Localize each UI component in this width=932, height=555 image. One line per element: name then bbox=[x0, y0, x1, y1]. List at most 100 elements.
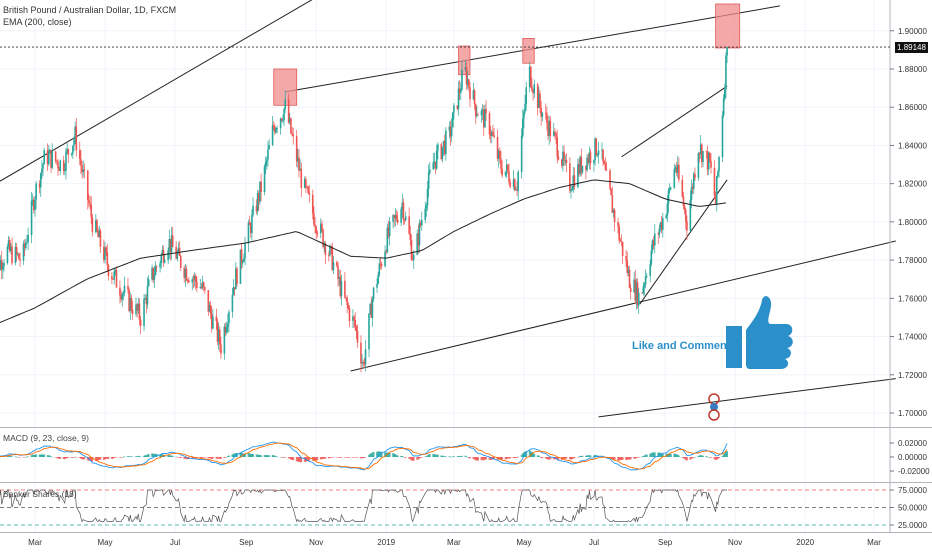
x-tick-label: May bbox=[516, 538, 531, 547]
candle-body bbox=[381, 264, 383, 266]
candle-body bbox=[155, 266, 157, 275]
candle-body bbox=[725, 56, 727, 90]
macd-histogram-bar bbox=[276, 457, 278, 458]
resistance-highlight-box[interactable] bbox=[523, 38, 534, 63]
candle-body bbox=[475, 104, 477, 116]
candle-body bbox=[105, 248, 107, 253]
candle-body bbox=[348, 305, 350, 308]
y-tick-label: 1.70000 bbox=[898, 409, 927, 418]
candle-body bbox=[670, 188, 672, 189]
candle-body bbox=[397, 220, 399, 223]
candle-body bbox=[314, 225, 316, 227]
candle-body bbox=[360, 343, 362, 364]
candle-body bbox=[252, 206, 254, 215]
macd-line[interactable] bbox=[0, 442, 727, 470]
candle-body bbox=[554, 131, 556, 133]
candle-body bbox=[442, 147, 444, 159]
macd-histogram-bar bbox=[397, 456, 399, 457]
y-tick-label: 1.80000 bbox=[898, 218, 927, 227]
candle-body bbox=[426, 205, 428, 208]
candle-body bbox=[64, 171, 66, 172]
macd-histogram-bar bbox=[686, 457, 688, 461]
candle-body bbox=[410, 234, 412, 240]
candle-body bbox=[159, 263, 161, 267]
candle-body bbox=[154, 275, 156, 280]
macd-histogram-bar bbox=[284, 457, 286, 458]
candle-body bbox=[477, 115, 479, 116]
macd-histogram-bar bbox=[706, 456, 708, 457]
candle-body bbox=[474, 90, 476, 104]
candle-body bbox=[281, 119, 283, 121]
candle-body bbox=[63, 160, 65, 170]
candle-body bbox=[582, 166, 584, 173]
candle-body bbox=[684, 206, 686, 210]
candle-body bbox=[276, 128, 278, 129]
candle-body bbox=[645, 276, 647, 284]
macd-signal-line[interactable] bbox=[0, 443, 727, 469]
y-tick-label: 1.88000 bbox=[898, 65, 927, 74]
macd-histogram-bar bbox=[405, 457, 407, 458]
trendline[interactable] bbox=[599, 379, 896, 417]
ema-200-line[interactable] bbox=[0, 180, 726, 327]
candle-body bbox=[597, 155, 599, 156]
x-tick-label: Mar bbox=[28, 538, 42, 547]
candle-body bbox=[485, 109, 487, 113]
candle-body bbox=[341, 281, 343, 296]
candle-body bbox=[686, 221, 688, 231]
candle-body bbox=[662, 218, 664, 230]
macd-histogram-bar bbox=[590, 455, 592, 457]
candle-body bbox=[710, 161, 712, 168]
candle-body bbox=[673, 169, 675, 187]
candle-body bbox=[603, 161, 605, 163]
candle-body bbox=[40, 173, 42, 187]
candle-body bbox=[702, 151, 704, 162]
candle-body bbox=[678, 165, 680, 180]
candle-body bbox=[570, 191, 572, 192]
resistance-highlight-box[interactable] bbox=[716, 4, 740, 48]
y-tick-label: 1.82000 bbox=[898, 180, 927, 189]
candle-body bbox=[500, 159, 502, 169]
candle-body bbox=[123, 293, 125, 294]
banker-shares-line[interactable] bbox=[0, 490, 727, 522]
macd-histogram-bar bbox=[622, 457, 624, 460]
candle-body bbox=[113, 272, 115, 280]
candle-body bbox=[357, 331, 359, 343]
candle-body bbox=[19, 259, 21, 261]
macd-histogram-bar bbox=[429, 454, 431, 457]
candle-body bbox=[89, 203, 91, 204]
candle-body bbox=[186, 269, 188, 280]
candle-body bbox=[501, 169, 503, 176]
x-tick-label: Mar bbox=[867, 538, 881, 547]
candle-body bbox=[445, 131, 447, 154]
candle-body bbox=[389, 222, 391, 236]
candle-body bbox=[654, 234, 656, 246]
candle-body bbox=[112, 279, 114, 280]
macd-histogram-bar bbox=[541, 457, 543, 458]
candle-body bbox=[569, 163, 571, 190]
candle-body bbox=[265, 162, 267, 166]
banker-y-tick-label: 75.0000 bbox=[898, 486, 927, 495]
candle-body bbox=[116, 270, 118, 287]
macd-histogram-bar bbox=[646, 454, 648, 457]
candle-body bbox=[563, 152, 565, 161]
candle-body bbox=[160, 255, 162, 264]
candle-body bbox=[622, 242, 624, 256]
candle-body bbox=[143, 299, 145, 326]
macd-histogram-bar bbox=[630, 457, 632, 459]
candle-body bbox=[220, 344, 222, 353]
candle-body bbox=[232, 295, 234, 312]
trendline[interactable] bbox=[621, 86, 727, 157]
candle-body bbox=[606, 170, 608, 171]
candle-body bbox=[127, 286, 129, 290]
macd-histogram-bar bbox=[437, 455, 439, 457]
candle-body bbox=[489, 113, 491, 134]
candle-body bbox=[264, 166, 266, 192]
resistance-highlight-box[interactable] bbox=[459, 46, 470, 75]
candle-body bbox=[204, 287, 206, 290]
candle-body bbox=[260, 182, 262, 192]
candle-body bbox=[625, 256, 627, 261]
candle-body bbox=[514, 179, 516, 190]
macd-histogram-bar bbox=[574, 457, 576, 458]
